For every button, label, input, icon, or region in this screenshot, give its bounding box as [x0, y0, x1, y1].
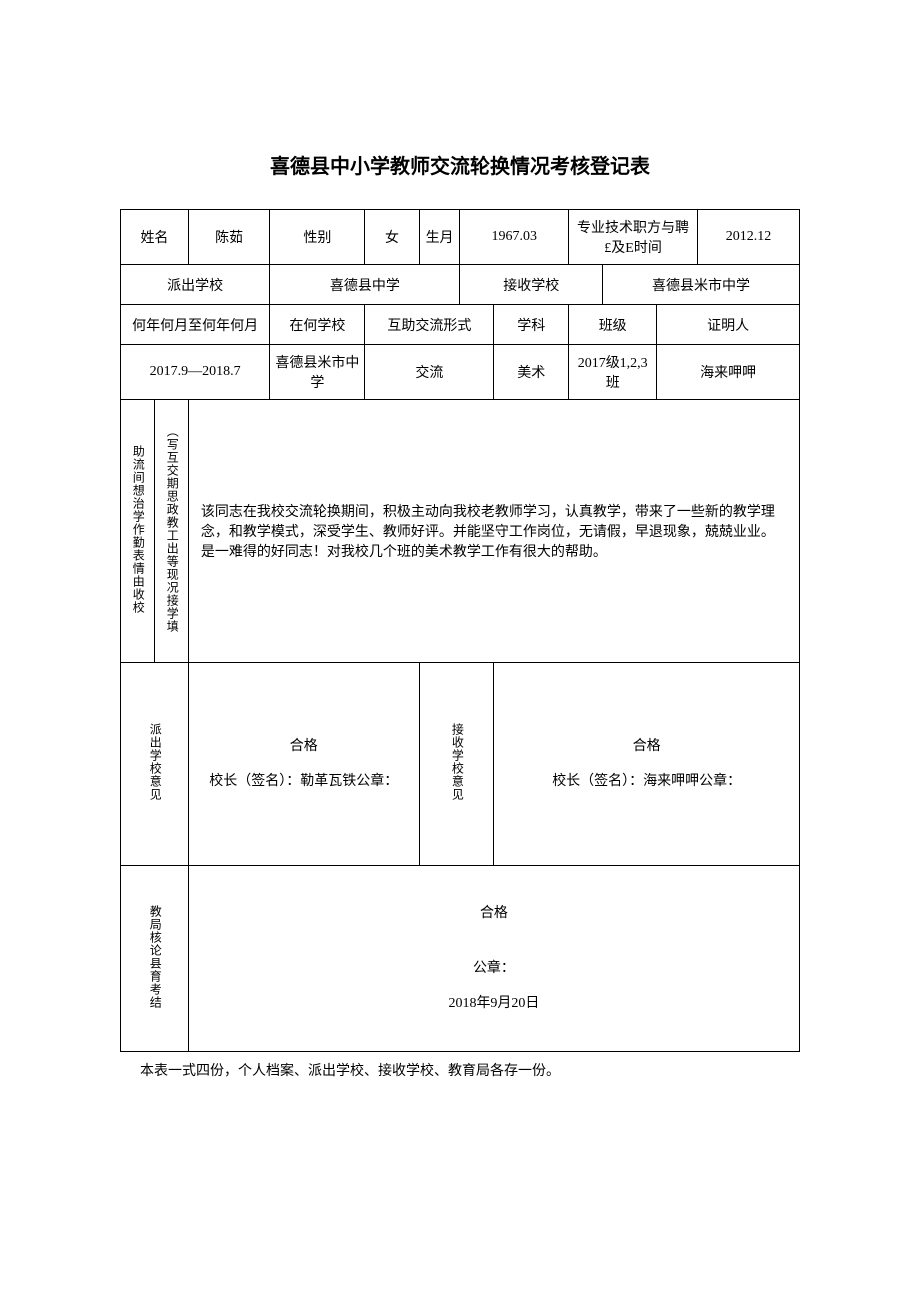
performance-label-1: 助流间想治学作勤表情由收校: [121, 400, 155, 663]
class-value: 2017级1,2,3班: [569, 345, 657, 400]
form-value: 交流: [365, 345, 494, 400]
prof-title-value: 2012.12: [698, 210, 800, 265]
witness-value: 海来呷呷: [657, 345, 800, 400]
class-label: 班级: [569, 305, 657, 345]
gender-label: 性别: [270, 210, 365, 265]
form-label: 互助交流形式: [365, 305, 494, 345]
recv-school-label: 接收学校: [460, 265, 603, 305]
document-title: 喜德县中小学教师交流轮换情况考核登记表: [120, 150, 800, 179]
send-opinion-label: 派出学校意见: [121, 663, 189, 866]
birth-label: 生月: [419, 210, 460, 265]
send-school-value: 喜德县中学: [270, 265, 460, 305]
recv-opinion-label: 接收学校意见: [419, 663, 494, 866]
period-value: 2017.9—2018.7: [121, 345, 270, 400]
period-label: 何年何月至何年何月: [121, 305, 270, 345]
birth-value: 1967.03: [460, 210, 569, 265]
send-school-label: 派出学校: [121, 265, 270, 305]
bureau-content: 合格 公章： 2018年9月20日: [188, 866, 799, 1052]
footnote: 本表一式四份，个人档案、派出学校、接收学校、教育局各存一份。: [120, 1060, 800, 1080]
registration-table: 姓名 陈茹 性别 女 生月 1967.03 专业技术职方与聘£及E时间 2012…: [120, 209, 800, 1052]
school-value: 喜德县米市中学: [270, 345, 365, 400]
send-opinion-content: 合格 校长（签名）：勒革瓦铁公章：: [188, 663, 419, 866]
subject-value: 美术: [494, 345, 569, 400]
witness-label: 证明人: [657, 305, 800, 345]
prof-title-label: 专业技术职方与聘£及E时间: [569, 210, 698, 265]
performance-label-2: （写互交期思政教工出等现况接学填: [154, 400, 188, 663]
subject-label: 学科: [494, 305, 569, 345]
performance-content: 该同志在我校交流轮换期间，积极主动向我校老教师学习，认真教学，带来了一些新的教学…: [188, 400, 799, 663]
bureau-label: 教局核论县育考结: [121, 866, 189, 1052]
school-label: 在何学校: [270, 305, 365, 345]
name-label: 姓名: [121, 210, 189, 265]
gender-value: 女: [365, 210, 419, 265]
recv-school-value: 喜德县米市中学: [603, 265, 800, 305]
name-value: 陈茹: [188, 210, 269, 265]
recv-opinion-content: 合格 校长（签名）：海来呷呷公章：: [494, 663, 800, 866]
